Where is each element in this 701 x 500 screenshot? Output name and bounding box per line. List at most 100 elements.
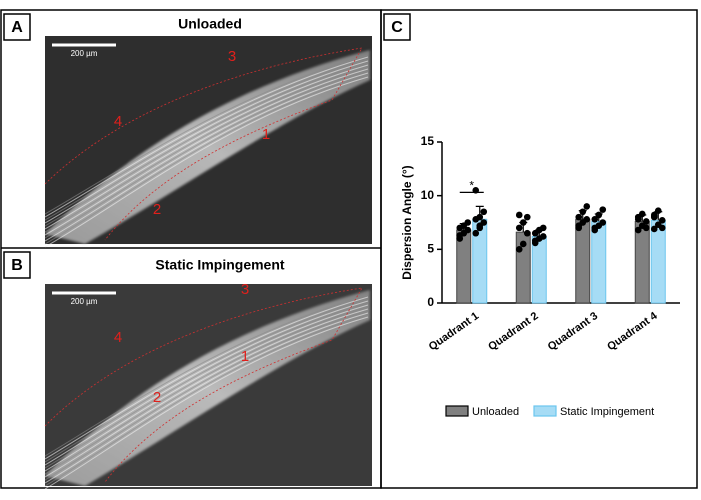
x-tick-label: Quadrant 1	[427, 310, 481, 353]
fiber	[44, 308, 369, 478]
panel-label: A	[11, 19, 23, 36]
data-point	[523, 229, 531, 237]
panel-label-box	[383, 13, 411, 41]
data-point	[539, 224, 547, 232]
panel-label: C	[391, 19, 403, 36]
fiber	[44, 62, 369, 227]
panel-title: Unloaded	[178, 16, 242, 32]
fiber	[44, 302, 369, 469]
bar	[650, 219, 666, 304]
scale-bar-label: 200 µm	[71, 297, 98, 306]
data-point	[519, 219, 527, 226]
fiber	[44, 304, 369, 472]
region-number: 2	[153, 201, 161, 218]
data-point	[464, 219, 472, 226]
y-tick-label: 10	[421, 188, 435, 202]
data-point	[583, 215, 591, 223]
legend-swatch	[533, 405, 557, 417]
data-point	[480, 208, 488, 216]
data-point	[464, 226, 472, 234]
data-point	[579, 208, 587, 216]
fiber	[44, 74, 369, 245]
y-tick-label: 5	[427, 242, 434, 256]
region-number: 4	[114, 329, 122, 346]
fiber	[44, 306, 369, 475]
data-point	[599, 219, 607, 226]
panel-label: B	[11, 257, 23, 274]
data-point	[591, 224, 599, 232]
x-tick-label: Quadrant 4	[605, 310, 660, 354]
data-point	[539, 233, 547, 240]
right-frame	[380, 9, 698, 489]
legend-label: Static Impingement	[560, 406, 654, 418]
fiber	[44, 300, 369, 466]
fiber	[44, 316, 369, 490]
fiber	[44, 314, 369, 487]
fiber	[44, 54, 369, 215]
data-point	[515, 246, 523, 253]
data-point	[519, 240, 527, 248]
data-point	[515, 211, 523, 219]
fiber	[44, 294, 369, 457]
panel-title: Static Impingement	[155, 257, 284, 273]
image-panels: A Unloaded 200 µm 1 2 3 4 B Static Impingement 20…	[3, 13, 372, 490]
scale-bar-label: 200 µm	[71, 49, 98, 58]
data-point	[476, 222, 484, 230]
bar	[575, 218, 591, 304]
bar	[531, 235, 547, 304]
region-outline	[44, 47, 363, 241]
data-point	[476, 213, 484, 221]
region-number: 1	[241, 348, 249, 365]
region-outline	[44, 287, 363, 483]
fiber	[44, 66, 369, 233]
fiber	[44, 68, 369, 236]
fiber	[44, 60, 369, 224]
data-point	[650, 225, 658, 233]
fiber	[44, 72, 369, 242]
fiber	[44, 58, 369, 221]
x-tick-label: Quadrant 3	[546, 310, 600, 353]
region-number: 1	[262, 126, 270, 143]
data-point	[575, 222, 583, 230]
significance-label: *	[469, 179, 474, 193]
legend-label: Unloaded	[472, 406, 519, 418]
fiber	[44, 56, 369, 218]
data-point	[523, 213, 531, 221]
fiber	[44, 312, 369, 484]
data-point	[638, 210, 646, 218]
region-number: 3	[241, 281, 249, 298]
legend-swatch	[445, 405, 469, 417]
fiber	[44, 64, 369, 230]
y-tick-label: 0	[427, 295, 434, 309]
data-point	[599, 206, 607, 213]
panel-label-box	[3, 13, 31, 41]
data-point	[642, 218, 650, 225]
fiber	[44, 296, 369, 460]
y-tick-label: 15	[421, 134, 435, 148]
y-axis-label: Dispersion Angle (°)	[400, 165, 414, 279]
data-point	[531, 237, 539, 245]
region-number: 2	[153, 389, 161, 406]
data-point	[642, 224, 650, 232]
data-point	[472, 229, 480, 237]
data-point	[595, 211, 603, 219]
data-point	[515, 224, 523, 232]
data-point	[591, 215, 599, 223]
x-tick-label: Quadrant 2	[486, 310, 540, 353]
bar	[634, 220, 650, 304]
data-point	[650, 213, 658, 221]
bar	[591, 220, 607, 304]
panel-label-box	[3, 251, 31, 279]
data-point	[658, 224, 666, 232]
data-point	[575, 213, 583, 221]
data-point	[634, 226, 642, 234]
data-point	[583, 203, 591, 210]
region-number: 3	[228, 48, 236, 65]
fiber	[44, 70, 369, 239]
data-point	[456, 232, 464, 239]
fiber	[44, 310, 369, 481]
fiber	[44, 76, 369, 248]
data-point	[658, 217, 666, 224]
